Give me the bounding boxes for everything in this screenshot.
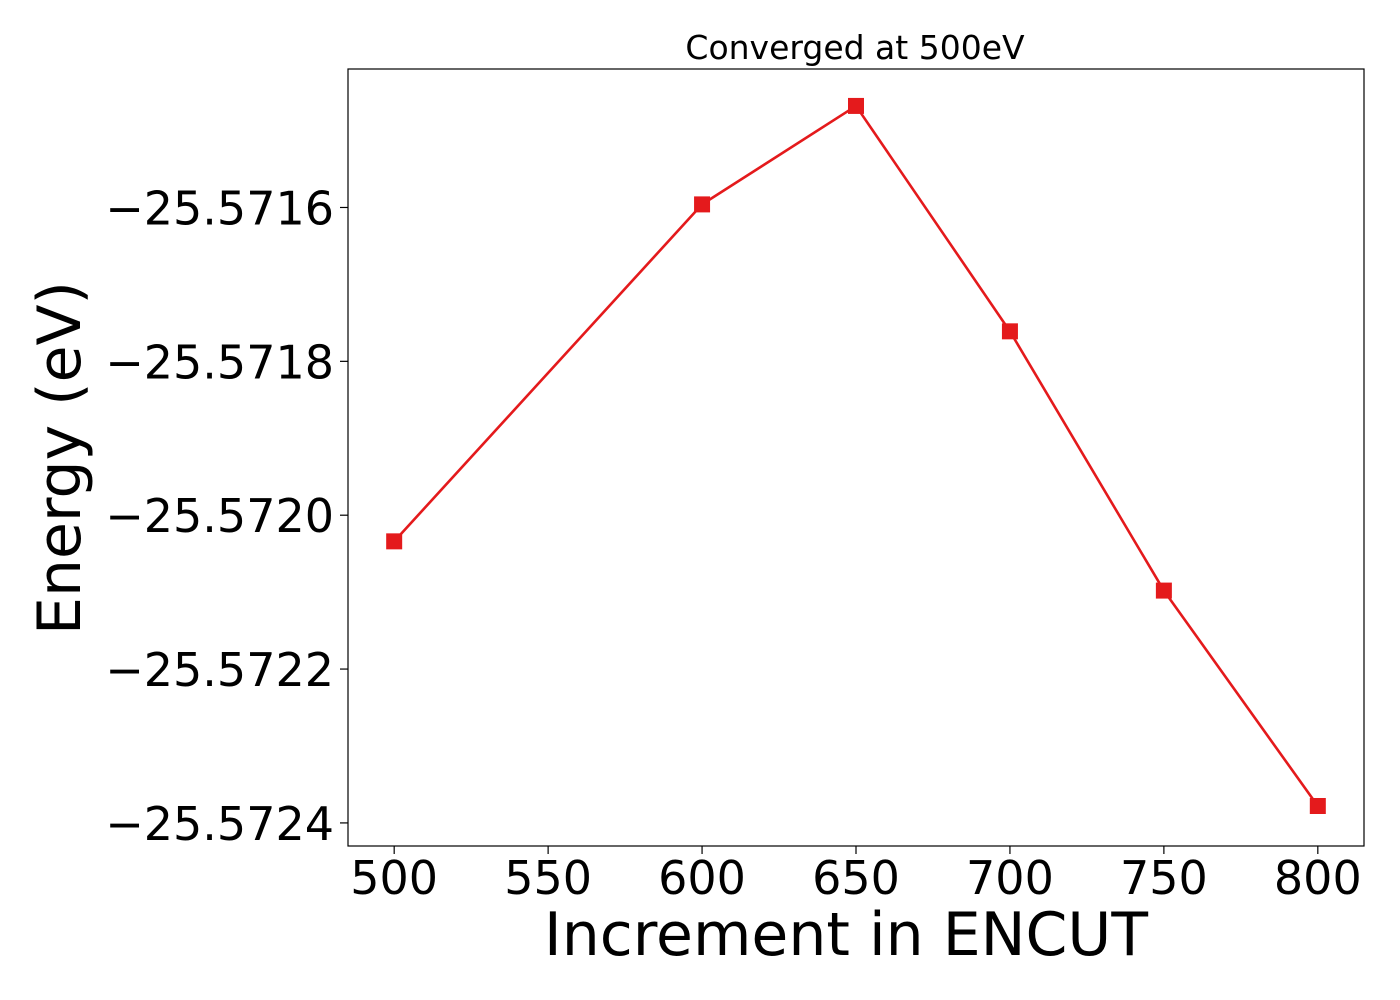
data-point [1155, 582, 1172, 599]
x-tick-label: 600 [658, 851, 746, 905]
chart-title: Converged at 500eV [685, 28, 1025, 67]
y-tick-label: −25.5720 [105, 489, 334, 543]
y-axis: −25.5716 −25.5718 −25.5720 −25.5722 −25.5724 [105, 181, 348, 851]
y-tick-label: −25.5724 [105, 797, 334, 851]
series-layer [386, 97, 1326, 814]
x-tick-label: 550 [504, 851, 592, 905]
plot-frame [347, 68, 1365, 847]
x-tick-label: 700 [966, 851, 1054, 905]
data-point [1001, 323, 1018, 340]
data-point [386, 533, 403, 550]
y-tick-label: −25.5716 [105, 181, 334, 235]
x-tick-label: 750 [1120, 851, 1208, 905]
y-tick-label: −25.5718 [105, 335, 334, 389]
x-axis: 500 550 600 650 700 750 800 [350, 846, 1362, 905]
x-axis-label: Increment in ENCUT [544, 900, 1148, 970]
x-tick-label: 650 [812, 851, 900, 905]
x-tick-label: 500 [350, 851, 438, 905]
x-tick-label: 800 [1274, 851, 1362, 905]
y-axis-label: Energy (eV) [25, 281, 95, 635]
series-line [393, 104, 1319, 807]
data-point [848, 97, 864, 114]
data-point [694, 196, 711, 213]
data-point [1309, 797, 1326, 814]
y-tick-label: −25.5722 [105, 643, 334, 697]
plot-area: 500 550 600 650 700 750 800 −25.5716−25.5718−2… [105, 68, 1365, 905]
